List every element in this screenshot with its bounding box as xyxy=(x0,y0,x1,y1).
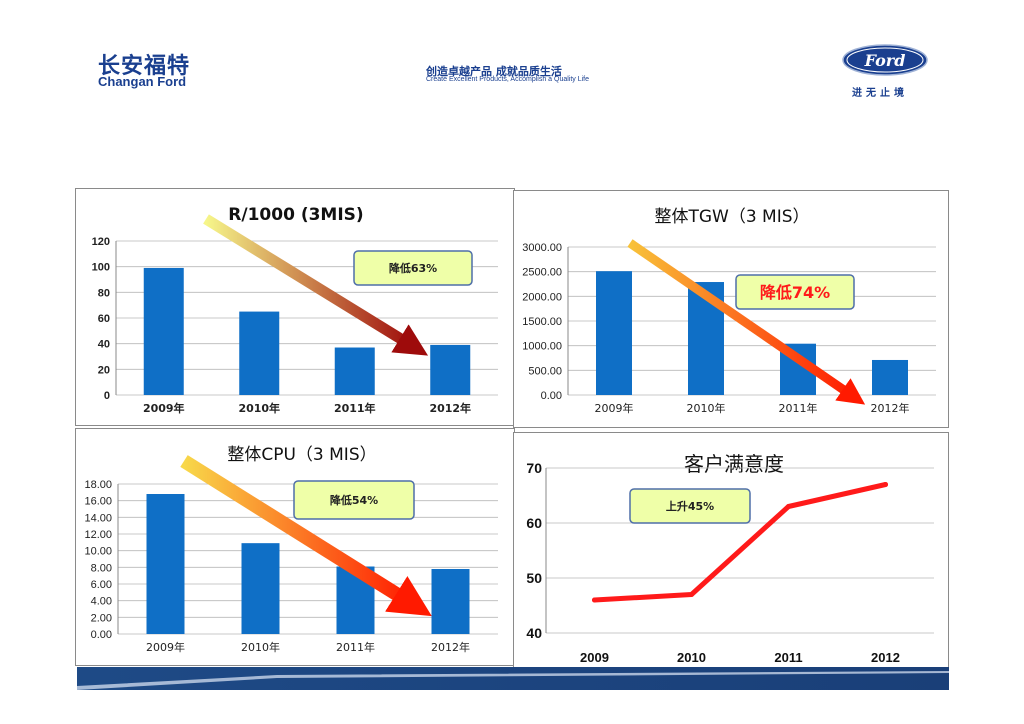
trend-arrow xyxy=(180,455,432,617)
annotation-label: 降低54% xyxy=(330,493,378,507)
y-tick-label: 14.00 xyxy=(84,512,112,524)
changan-ford-logo-en: Changan Ford xyxy=(98,74,187,89)
data-point xyxy=(689,592,694,597)
satisfaction-line-chart: 客户满意度 40 50 60 70 2009 2010 2011 2012 上升45% xyxy=(526,452,934,665)
bar xyxy=(239,311,280,395)
slogan-en: Create Excellent Products, Accomplish a … xyxy=(426,76,590,83)
changan-ford-logo-cn: 长安福特 xyxy=(98,54,191,79)
x-tick-label: 2010年 xyxy=(238,401,280,415)
y-tick-label: 2000.00 xyxy=(522,291,562,303)
annotation-label: 降低74% xyxy=(760,283,830,302)
annotation-label: 上升45% xyxy=(666,499,714,513)
tgw-bar-chart: 整体TGW（3 MIS） 0.00 500.00 1000.00 1500.00 2000… xyxy=(522,207,936,415)
bar xyxy=(431,569,470,634)
bar xyxy=(430,344,471,395)
trend-arrow xyxy=(203,214,429,356)
bar xyxy=(146,494,185,634)
chart-title: 整体CPU（3 MIS） xyxy=(227,445,376,465)
x-tick-label: 2011年 xyxy=(336,640,375,654)
ford-tagline: 进无止境 xyxy=(852,88,908,99)
r1000-bar-chart: R/1000 (3MIS) 0 20 40 60 80 100 120 2009年 2010年 20… xyxy=(92,205,498,415)
x-tick-label: 2010年 xyxy=(241,640,280,654)
ford-logo-text: Ford xyxy=(864,51,906,70)
y-tick-label: 1500.00 xyxy=(522,316,562,328)
annotation-box xyxy=(735,274,855,310)
y-tick-label: 40 xyxy=(526,625,542,641)
data-point xyxy=(592,597,597,603)
y-tick-label: 2500.00 xyxy=(522,267,562,279)
annotation-box xyxy=(629,488,751,524)
y-tick-label: 1000.00 xyxy=(522,341,562,353)
annotation-box xyxy=(353,250,473,286)
y-tick-label: 500.00 xyxy=(528,365,562,377)
satisfaction-series-line xyxy=(592,482,888,603)
slogan-cn: 创造卓越产品 成就品质生活 xyxy=(426,65,562,78)
x-tick-label: 2010 xyxy=(677,650,706,665)
x-tick-label: 2011年 xyxy=(334,401,376,415)
chart-title: 客户满意度 xyxy=(684,452,784,476)
chart-panel-cpu: 整体CPU（3 MIS） 0.00 2.00 4.00 6.00 8.00 10.00 12.… xyxy=(75,428,515,666)
bar xyxy=(143,267,184,395)
chart-panel-tgw: 整体TGW（3 MIS） 0.00 500.00 1000.00 1500.00 2000… xyxy=(513,190,949,428)
footer-bar xyxy=(77,667,949,690)
chart-panel-satisfaction: 客户满意度 40 50 60 70 2009 2010 2011 2012 上升45% xyxy=(513,432,949,668)
trend-arrow xyxy=(627,239,866,405)
annotation-box xyxy=(293,480,415,520)
y-tick-label: 10.00 xyxy=(84,546,112,558)
y-tick-label: 12.00 xyxy=(84,529,112,541)
y-tick-label: 0.00 xyxy=(91,629,112,641)
bar xyxy=(241,543,280,634)
y-tick-label: 20 xyxy=(98,364,110,376)
y-tick-label: 60 xyxy=(98,313,110,325)
chart-title: 整体TGW（3 MIS） xyxy=(654,207,809,227)
y-tick-label: 4.00 xyxy=(91,596,112,608)
y-tick-label: 3000.00 xyxy=(522,242,562,254)
chart-title: R/1000 (3MIS) xyxy=(228,205,363,225)
y-tick-label: 16.00 xyxy=(84,496,112,508)
annotation-label: 降低63% xyxy=(389,261,437,275)
data-point xyxy=(786,504,791,509)
x-tick-label: 2009年 xyxy=(595,401,634,415)
y-tick-label: 18.00 xyxy=(84,479,112,491)
x-tick-label: 2009 xyxy=(580,650,609,665)
x-tick-label: 2012年 xyxy=(429,401,471,415)
x-tick-label: 2012 xyxy=(871,650,900,665)
chart-panel-r1000: R/1000 (3MIS) 0 20 40 60 80 100 120 2009年 2010年 20… xyxy=(75,188,515,426)
y-tick-label: 6.00 xyxy=(91,579,112,591)
ford-oval-logo-icon: Ford xyxy=(842,44,928,76)
y-tick-label: 2.00 xyxy=(91,612,112,624)
bar xyxy=(334,347,375,395)
bar xyxy=(596,271,632,395)
x-tick-label: 2012年 xyxy=(431,640,470,654)
cpu-bar-chart: 整体CPU（3 MIS） 0.00 2.00 4.00 6.00 8.00 10.00 12.… xyxy=(84,445,498,654)
x-tick-label: 2009年 xyxy=(143,401,185,415)
bar xyxy=(872,359,908,395)
x-tick-label: 2011年 xyxy=(779,401,818,415)
y-tick-label: 120 xyxy=(92,236,110,248)
x-tick-label: 2011 xyxy=(774,650,802,665)
y-tick-label: 0.00 xyxy=(541,390,562,402)
y-tick-label: 0 xyxy=(104,390,110,402)
data-point xyxy=(883,482,888,487)
y-tick-label: 8.00 xyxy=(91,562,112,574)
y-tick-label: 100 xyxy=(92,262,110,274)
x-tick-label: 2012年 xyxy=(871,401,910,415)
y-tick-label: 40 xyxy=(98,339,110,351)
x-tick-label: 2009年 xyxy=(146,640,185,654)
y-tick-label: 50 xyxy=(526,570,542,586)
y-tick-label: 80 xyxy=(98,287,110,299)
y-tick-label: 60 xyxy=(526,515,542,531)
x-tick-label: 2010年 xyxy=(687,401,726,415)
y-tick-label: 70 xyxy=(526,460,542,476)
